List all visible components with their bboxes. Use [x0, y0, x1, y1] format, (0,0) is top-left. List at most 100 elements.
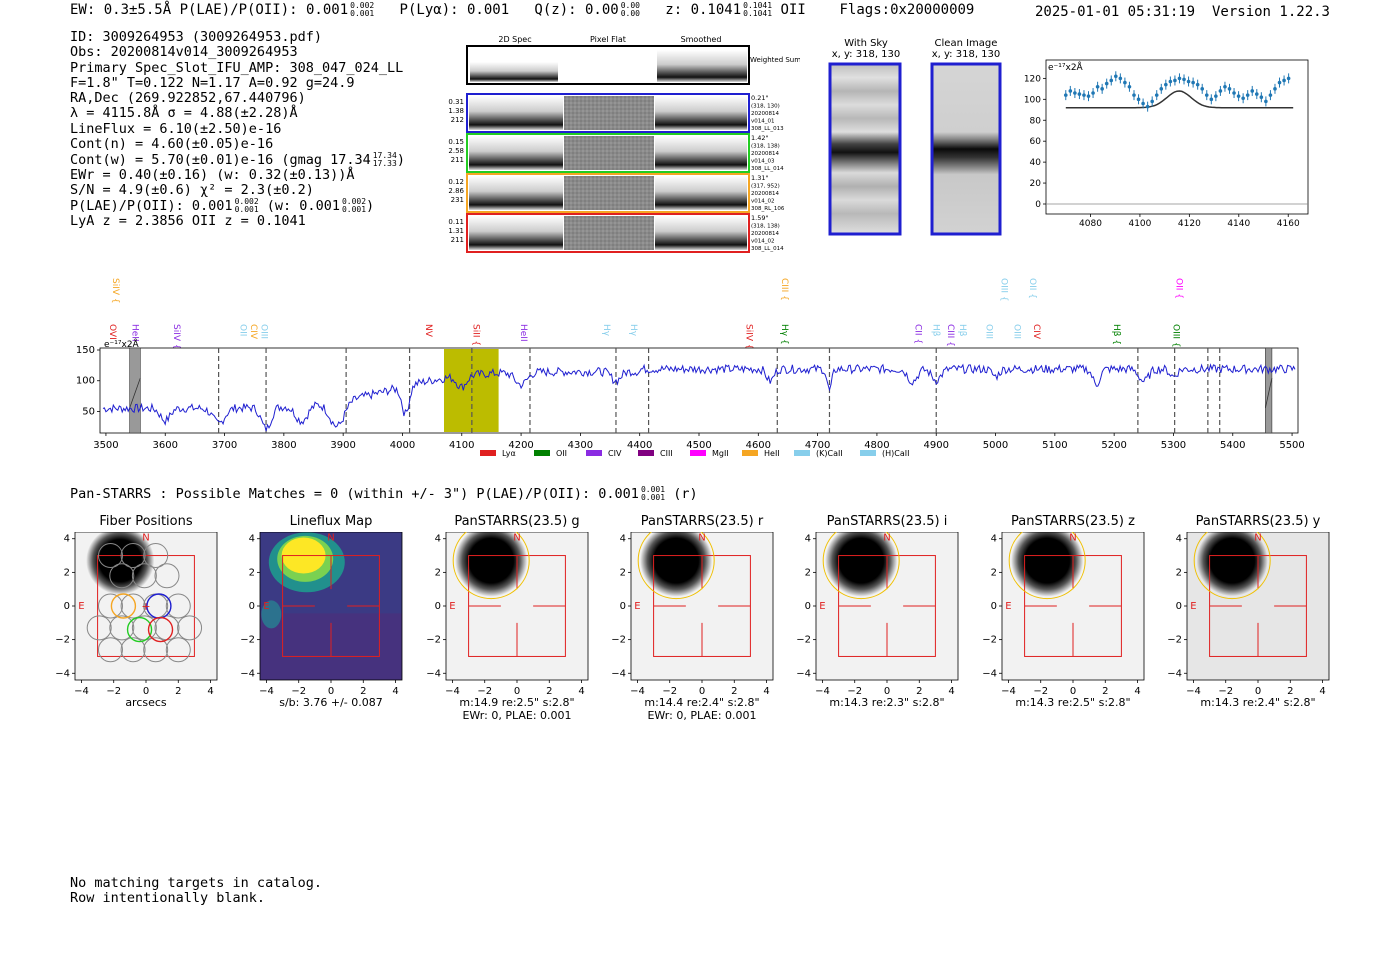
thumb-x-tick: 0 — [1255, 686, 1261, 697]
zoom-y-tick: 80 — [1030, 116, 1042, 126]
thumb-x-tick: 4 — [763, 686, 769, 697]
zoom-data-point — [1063, 93, 1068, 97]
masked-region — [1265, 347, 1273, 434]
fiber-circle — [154, 563, 180, 589]
thumb-caption: arcsecs — [125, 696, 167, 709]
header-plae-bounds: 0.002 0.001 — [350, 1, 375, 18]
zoom-data-point — [1195, 82, 1200, 87]
spectrum-x-tick: 4300 — [568, 440, 593, 451]
thumb-y-tick: −4 — [611, 668, 626, 679]
cutout-left-label: 2.86 — [448, 187, 464, 195]
zoom-data-point — [1159, 87, 1164, 91]
legend-swatch — [860, 450, 876, 456]
zoom-data-point — [1082, 93, 1086, 97]
header-qz: Q(z): 0.00 — [534, 2, 619, 18]
panstarrs-title: Pan-STARRS : Possible Matches = 0 (withi… — [70, 485, 698, 503]
thumbnail-image: N E 4 2 0 −2 −4 −4 −2 0 2 4 — [611, 532, 774, 697]
zoom-x-tick: 4100 — [1128, 219, 1151, 229]
fiber-circle — [177, 615, 203, 641]
legend-label: OII — [556, 449, 567, 458]
info-cont-w: Cont(w) = 5.70(±0.01)e-16 (gmag 17.34 17.… — [70, 151, 405, 169]
thumb-x-tick: −4 — [1186, 686, 1201, 697]
thumb-y-tick: −2 — [611, 635, 626, 646]
spectral-line-label: CII { — [912, 324, 922, 344]
thumbnail-image: N E 4 2 0 −2 −4 −4 −2 0 2 4 — [426, 532, 589, 697]
spectrum-x-tick: 5300 — [1161, 440, 1186, 451]
zoom-data-point — [1191, 80, 1195, 85]
clean-image — [930, 62, 1002, 236]
legend-swatch — [690, 450, 706, 456]
legend-swatch — [794, 450, 810, 456]
zoom-data-point — [1127, 84, 1132, 89]
thumb-y-tick: 4 — [991, 534, 997, 545]
zoom-data-point — [1154, 93, 1159, 97]
spectrum-x-tick: 4100 — [449, 440, 474, 451]
spectral-line-label: OII — [238, 324, 248, 336]
fiber-circle — [98, 543, 123, 569]
thumb-y-tick: 2 — [620, 567, 626, 578]
thumb-caption: m:14.3 re:2.5" s:2.8" — [1015, 696, 1131, 709]
thumb-y-tick: 2 — [435, 567, 441, 578]
spectrum-y-tick: 150 — [76, 345, 95, 356]
thumb-y-tick: −2 — [796, 635, 811, 646]
info-ewr: EWr = 0.40(±0.16) (w: 0.32(±0.13))Å — [70, 166, 355, 183]
fiber-circle — [143, 637, 169, 663]
fiber-circle — [147, 616, 174, 643]
spectral-line-label: Hγ — [628, 324, 638, 337]
thumb-x-tick: −2 — [291, 686, 306, 697]
zoom-data-point — [1268, 93, 1273, 97]
fiber-circle — [120, 543, 146, 569]
spectral-line-label: Hβ — [957, 324, 967, 337]
zoom-data-point — [1177, 76, 1182, 81]
thumb-y-tick: 2 — [64, 567, 70, 578]
spectrum-curve — [102, 363, 1296, 432]
fiber-circle — [109, 563, 135, 589]
spectrum-x-tick: 5500 — [1279, 440, 1304, 451]
masked-region — [129, 347, 141, 434]
legend-swatch — [742, 450, 758, 456]
cutout-right-label: 308_LL_014 — [751, 166, 784, 172]
zoom-data-point — [1109, 78, 1114, 83]
legend-label: MgII — [712, 449, 729, 458]
thumb-y-tick: 4 — [435, 534, 441, 545]
thumb-y-tick: 0 — [64, 601, 70, 612]
fiber-circle — [98, 637, 123, 663]
detection-info: ID: 3009264953 (3009264953.pdf) Obs: 202… — [70, 29, 405, 229]
zoom-y-tick: 0 — [1035, 200, 1041, 210]
cutout-right-label: (317, 952) — [751, 184, 780, 190]
fiber-circle — [86, 615, 112, 641]
zoom-data-point — [1204, 93, 1209, 97]
spectrum-x-tick: 3900 — [330, 440, 355, 451]
thumb-y-tick: 2 — [805, 567, 811, 578]
info-plae: P(LAE)/P(OII): 0.001 0.002 0.001 (w: 0.001… — [70, 197, 375, 215]
thumbnail-image: N E 4 2 0 −2 −4 −4 −2 0 2 4 — [796, 532, 959, 697]
thumb-title: PanSTARRS(23.5) g — [454, 514, 580, 529]
header-z: z: 0.1041 — [665, 2, 742, 18]
thumb-x-tick: 4 — [207, 686, 213, 697]
version: Version 1.22.3 — [1211, 4, 1330, 20]
north-marker: N — [1254, 533, 1261, 544]
with-sky-image — [828, 62, 902, 236]
spectral-line-label: CIV — [248, 324, 258, 340]
east-marker: E — [263, 601, 269, 612]
info-id: ID: 3009264953 (3009264953.pdf) — [70, 29, 322, 45]
zoom-data-point — [1223, 84, 1227, 89]
thumb-x-tick: 2 — [916, 686, 922, 697]
svg-text:+: + — [141, 600, 150, 613]
thumb-y-tick: −4 — [796, 668, 811, 679]
thumb-title: Fiber Positions — [99, 514, 193, 529]
cutout-left-label: 2.58 — [448, 147, 464, 155]
north-marker: N — [698, 533, 705, 544]
zoom-data-point — [1173, 78, 1177, 83]
zoom-y-tick: 100 — [1024, 95, 1041, 105]
thumb-x-tick: −2 — [106, 686, 121, 697]
thumb-x-tick: 0 — [143, 686, 149, 697]
cutout-right-label: 1.59" — [751, 214, 768, 222]
thumb-y-tick: 4 — [620, 534, 626, 545]
thumb-y-tick: 2 — [249, 567, 255, 578]
col-title-smoothed: Smoothed — [681, 35, 722, 44]
zoom-data-point — [1145, 104, 1150, 109]
